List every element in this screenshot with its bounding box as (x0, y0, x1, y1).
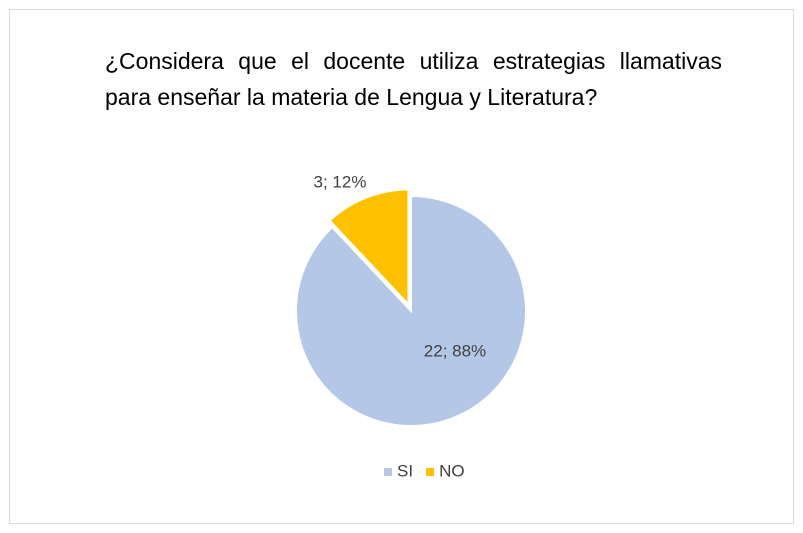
legend-label: SI (397, 461, 413, 480)
chart-border (9, 9, 794, 524)
legend-label: NO (439, 461, 465, 480)
data-label: 3; 12% (314, 172, 367, 191)
legend-swatch (426, 468, 435, 476)
data-label: 22; 88% (424, 341, 486, 360)
legend-swatch (384, 468, 392, 476)
pie-slice (328, 188, 410, 308)
chart-title: ¿Considera que el docente utiliza estrat… (105, 48, 722, 110)
pie-slice (295, 194, 527, 427)
